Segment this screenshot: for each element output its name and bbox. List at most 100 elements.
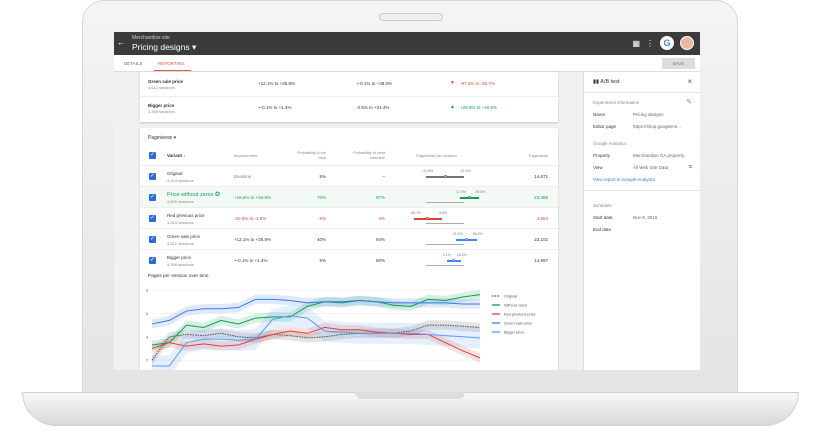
metric-selector[interactable]: Pageviews ▾ [148,135,177,141]
improvement-value: Baseline [234,174,252,179]
ab-test-icon: ▮▮ [593,79,600,85]
variant-checkbox[interactable]: ✓ [149,257,156,264]
baseline-interval-bar [426,244,465,245]
legend-label: Bigger price [504,331,524,335]
improvement-value: +15.6% to +34.9% [234,195,272,200]
col-prob-best: Probability to be best [297,150,326,160]
summary-value: +29.9% to +40.6% [460,105,498,110]
y-tick-label: 6 [146,311,149,316]
variant-checkbox[interactable]: ✓ [149,173,156,180]
interval-low: -35.7% [409,211,422,215]
pageviews-value: 23,102 [534,237,548,242]
name-value: Pricing designs [633,112,664,117]
prob-best-value: 40% [316,237,326,242]
summary-value: +12.1% to +25.8% [258,81,296,86]
leader-icon: ✪ [215,192,221,198]
variant-sessions: 4,414 sessions [167,178,194,183]
variant-sessions: 4,609 sessions [167,199,194,204]
ab-test-title: ▮▮ A/B test [593,79,620,85]
series-line [152,315,481,367]
end-date-label: End date [593,227,612,232]
variant-checkbox[interactable]: ✓ [149,215,156,222]
interval-high: 18.2% [456,253,467,257]
prob-baseline-value: 4% [378,216,385,221]
col-pageviews: Pageviews [528,153,548,158]
variant-name: Red previous price [167,213,205,218]
variant-name: Price without zeros ✪ [167,191,220,198]
edit-pencil-icon[interactable]: ✎ [686,99,692,106]
apps-grid-icon[interactable]: ▦ [632,38,640,48]
select-all-checkbox[interactable]: ✓ [149,152,156,159]
prob-baseline-value: – [382,174,385,179]
series-line [151,294,481,346]
page-title[interactable]: Pricing designs ▾ [132,42,197,52]
variant-row[interactable]: ✓ Original 4,414 sessions Baseline 5% – … [140,165,558,186]
tab-details[interactable]: DETAILS [124,61,143,66]
property-value: Merchandise GA property [633,153,685,158]
property-label: Property [593,153,611,158]
variant-name-text: Bigger price [167,255,192,260]
variant-row[interactable]: ✓ Price without zeros ✪ 4,609 sessions +… [140,186,558,207]
open-external-icon[interactable]: ⧉ [688,164,692,169]
prob-baseline-value: 50% [375,258,385,263]
interval-point [452,258,456,262]
summary-value: +-0.1% to +38.0% [356,81,393,86]
interval-point [468,195,472,199]
legend-label: Original [504,295,517,299]
close-icon[interactable]: × [687,77,692,86]
avatar[interactable] [680,36,694,50]
experiment-info-heading: Experiment information [593,100,640,105]
back-arrow-icon[interactable]: ← [117,38,125,47]
details-panel: ▮▮ A/B test × Experiment information ✎ N… [583,72,700,370]
summary-value: +-0.1% to +1.4% [258,105,292,110]
y-tick-label: 8 [146,288,149,293]
variant-name-text: Original [167,171,183,176]
variant-sessions: 4,398 sessions [148,109,175,114]
confidence-band [152,290,480,350]
variant-name: Bigger price [148,103,175,108]
interval-high: -3.6% [437,211,448,215]
variant-row[interactable]: ✓ Green sale price 4,612 sessions +12.1%… [140,228,558,249]
col-prob-baseline: Probability to beat baseline [352,150,385,160]
prob-baseline-value: 97% [375,195,385,200]
legend-label: Without zeros [504,304,527,308]
series-line [151,324,481,361]
save-button[interactable]: SAVE [662,58,695,69]
pages-per-session-chart: 8 6 4 2 Original Without zeros Red previous pr… [146,288,536,370]
start-date-value: Nov 9, 2016 [633,215,658,220]
editor-page-value[interactable]: https://shop.googleme... [633,124,682,129]
chart-title: Pages per session over time [148,274,209,279]
improvement-value: +-0.1% to +1.4% [234,258,268,263]
view-label: View [593,165,603,170]
metric-label: Pageviews [148,135,173,141]
interval-point [465,237,469,241]
view-report-link[interactable]: View report in Google Analytics [593,177,656,182]
col-variant-label: Variant [167,153,183,158]
laptop-notch [355,392,465,399]
summary-value: -3.5% to +24.4% [356,105,390,110]
prob-baseline-value: 94% [375,237,385,242]
summary-value: -97.3% to -35.7% [460,81,495,86]
tab-bar: DETAILS REPORTING SAVE [114,55,700,72]
prob-best-value: 5% [319,174,326,179]
tab-reporting[interactable]: REPORTING [154,61,191,71]
variant-checkbox[interactable]: ✓ [149,236,156,243]
confidence-band [152,305,480,370]
interval-point [443,174,447,178]
baseline-interval-bar [426,223,465,224]
baseline-interval-bar [426,202,465,203]
col-variant[interactable]: Variant ↓ [167,153,186,158]
variant-name-text: Price without zeros [167,192,214,198]
pageviews-value: 23,488 [534,195,548,200]
interval-low: 13.2% [452,232,463,236]
google-analytics-heading: Google Analytics [593,141,627,146]
ab-test-title-text: A/B test [600,79,620,85]
legend-label: Green sale price [504,322,532,326]
google-account-icon[interactable]: G [660,36,674,50]
variant-row[interactable]: ✓ Red previous price 4,623 sessions -20.… [140,207,558,228]
interval-low: 2.1% [442,253,451,257]
variant-row[interactable]: ✓ Bigger price 4,398 sessions +-0.1% to … [140,249,558,270]
more-vert-icon[interactable]: ⋮ [646,38,654,48]
variant-checkbox[interactable]: ✓ [149,194,156,201]
page-title-text: Pricing designs [132,42,190,52]
